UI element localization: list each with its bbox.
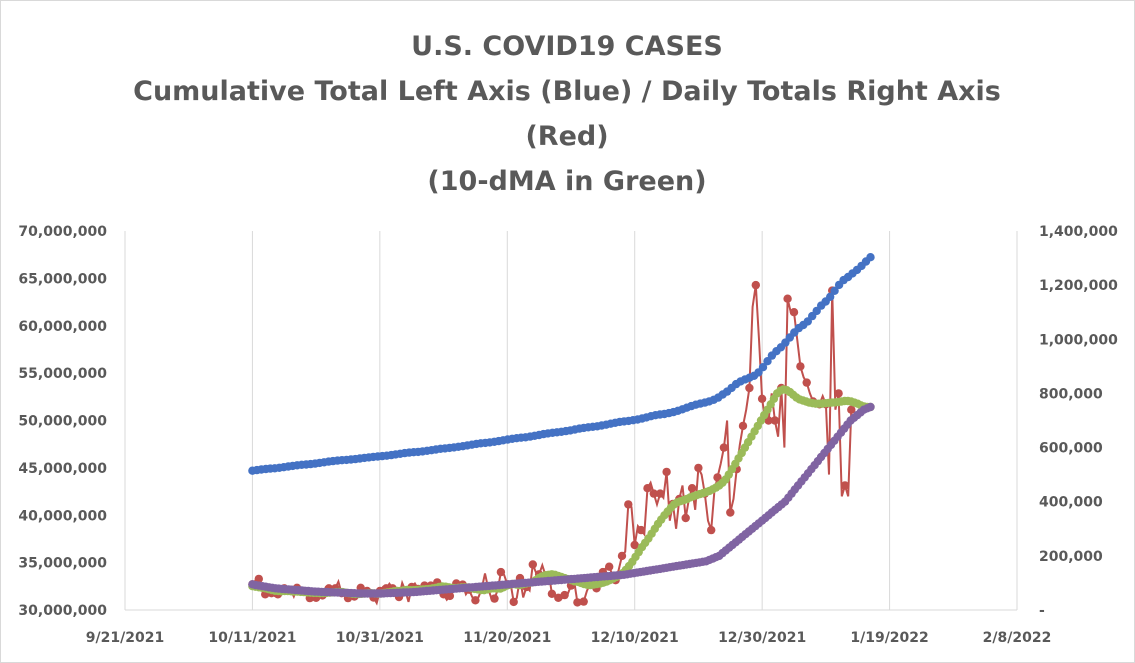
- data-point: [866, 402, 875, 412]
- data-point: [751, 280, 760, 290]
- data-point: [789, 308, 799, 317]
- data-point: [617, 551, 627, 561]
- title-line-2: Cumulative Total Left Axis (Blue) / Dail…: [133, 76, 1001, 107]
- data-point: [630, 540, 639, 550]
- data-point: [758, 363, 768, 372]
- title-line-1: U.S. COVID19 CASES: [411, 31, 723, 62]
- left-tick-label: 40,000,000: [18, 508, 107, 524]
- data-point: [509, 597, 518, 607]
- right-tick-label: -: [1039, 603, 1045, 619]
- data-point: [547, 589, 557, 598]
- data-point: [713, 473, 722, 482]
- left-tick-label: 55,000,000: [18, 366, 107, 382]
- series: [248, 253, 875, 607]
- right-tick-label: 400,000: [1039, 495, 1103, 511]
- left-tick-label: 50,000,000: [18, 414, 107, 430]
- data-point: [802, 378, 811, 387]
- left-tick-label: 70,000,000: [18, 224, 107, 240]
- data-point: [757, 394, 767, 403]
- data-point: [681, 513, 690, 523]
- data-point: [694, 463, 703, 473]
- right-tick-label: 600,000: [1039, 441, 1103, 457]
- data-point: [605, 562, 614, 571]
- data-point: [579, 597, 588, 606]
- data-point: [738, 421, 748, 431]
- data-point: [866, 253, 875, 262]
- left-tick-label: 65,000,000: [18, 271, 107, 287]
- x-tick-label: 10/31/2021: [336, 630, 424, 646]
- data-point: [840, 481, 850, 490]
- right-tick-label: 200,000: [1039, 549, 1103, 565]
- data-point: [687, 484, 697, 493]
- data-point: [719, 443, 729, 452]
- data-point: [770, 416, 780, 425]
- x-tick-label: 12/10/2021: [591, 630, 679, 646]
- series-line: [251, 284, 856, 606]
- data-point: [528, 560, 537, 569]
- data-point: [254, 574, 263, 584]
- data-point: [834, 389, 843, 398]
- title-line-4: (10-dMA in Green): [427, 166, 706, 197]
- data-point: [662, 467, 671, 477]
- right-axis-ticks: - 200,000 400,000 600,000 800,000 1,000,000 1,…: [1039, 224, 1118, 619]
- series-10-dma: [248, 385, 875, 599]
- right-tick-label: 1,200,000: [1039, 278, 1118, 294]
- x-axis-ticks: 9/21/2021 10/11/2021 10/31/2021 11/20/2021 1…: [86, 630, 1052, 646]
- right-tick-label: 1,400,000: [1039, 224, 1118, 240]
- x-tick-label: 11/20/2021: [463, 630, 551, 646]
- axes: [124, 231, 1018, 611]
- left-axis-ticks: 30,000,000 35,000,000 40,000,000 45,000,000…: [18, 224, 107, 619]
- data-point: [471, 596, 480, 605]
- left-tick-label: 30,000,000: [18, 603, 107, 619]
- data-point: [496, 567, 506, 577]
- data-point: [826, 292, 835, 301]
- left-tick-label: 45,000,000: [18, 461, 107, 477]
- data-point: [636, 525, 646, 535]
- series-daily-totals: [248, 280, 856, 607]
- data-point: [726, 508, 735, 517]
- title-line-3: (Red): [525, 121, 608, 152]
- data-point: [783, 294, 792, 303]
- data-point: [847, 405, 856, 414]
- x-tick-label: 1/19/2022: [850, 630, 928, 646]
- data-point: [560, 590, 569, 600]
- right-tick-label: 1,000,000: [1039, 332, 1118, 348]
- data-point: [643, 484, 652, 493]
- right-tick-label: 800,000: [1039, 386, 1103, 402]
- series-cumulative-total: [248, 253, 875, 475]
- data-point: [830, 286, 839, 295]
- chart-title: U.S. COVID19 CASES Cumulative Total Left…: [133, 31, 1001, 197]
- data-point: [554, 593, 563, 602]
- x-tick-label: 9/21/2021: [86, 630, 164, 646]
- left-tick-label: 60,000,000: [18, 319, 107, 335]
- left-tick-label: 35,000,000: [18, 556, 107, 572]
- data-point: [490, 594, 499, 603]
- data-point: [745, 383, 754, 393]
- data-point: [445, 591, 455, 601]
- data-point: [624, 500, 633, 509]
- data-point: [573, 598, 582, 607]
- x-tick-label: 2/8/2022: [983, 630, 1052, 646]
- x-tick-label: 10/11/2021: [208, 630, 296, 646]
- data-point: [796, 362, 805, 371]
- x-tick-label: 12/30/2021: [718, 630, 806, 646]
- data-point: [707, 525, 716, 535]
- data-point: [649, 489, 658, 498]
- data-point: [656, 489, 665, 498]
- series-trend: [248, 402, 875, 598]
